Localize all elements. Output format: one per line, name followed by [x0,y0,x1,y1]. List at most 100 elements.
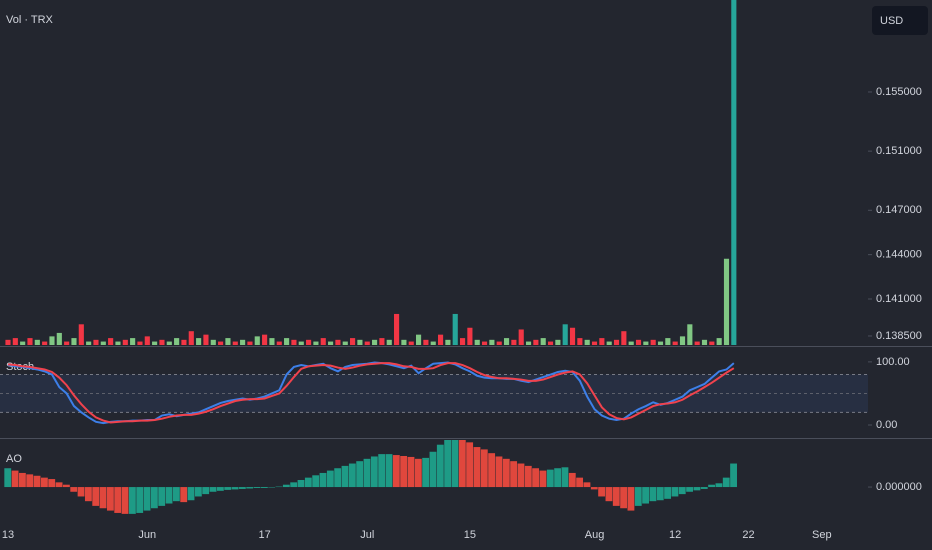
ao-bar [678,487,686,495]
y-tick-label: 0.155000 [876,86,922,98]
currency-button[interactable] [872,6,928,35]
ao-bar [40,477,48,488]
ao-bar [334,468,342,488]
ao-bar [55,482,63,488]
volume-bar [416,334,422,345]
volume-bar [555,339,561,345]
volume-bar [159,339,165,345]
y-tick-label: 0.141000 [876,293,922,305]
ao-bar [715,483,723,488]
ao-bar [18,472,26,488]
volume-bar [731,0,737,345]
ao-bar [99,487,107,509]
ao-bar [70,487,78,492]
ao-bar [502,458,510,488]
ao-bar [517,463,525,488]
volume-bar [437,334,444,345]
pane [0,361,868,425]
ao-bar [187,487,195,501]
volume-bar [679,336,686,345]
ao-bar [495,456,503,488]
ao-bar [480,449,488,488]
volume-bar [188,331,194,345]
volume-bar [525,341,532,345]
ao-bar [128,487,136,514]
volume-bar [511,339,517,345]
volume-bar [621,331,627,345]
y-tick-label: 0.00 [876,419,897,431]
volume-bar [71,338,77,345]
volume-bar [254,336,260,345]
ao-bar [48,479,56,488]
volume-bar [181,339,187,345]
ao-bar [473,447,481,488]
volume-bar [27,338,33,345]
ao-bar [590,487,598,490]
ao-bar [561,467,569,488]
volume-bar [210,339,216,345]
volume-bar [657,341,664,345]
volume-bar [203,334,209,345]
volume-bar [394,313,400,345]
volume-bar [218,341,224,345]
volume-bar [225,338,231,345]
volume-bar [386,339,392,345]
volume-bar [599,338,605,345]
volume-bar [364,341,370,345]
volume-bar [584,339,590,345]
ao-bar [642,487,650,504]
pane [5,0,737,345]
volume-bar [445,339,451,345]
ao-bar [612,487,620,506]
ao-bar [26,474,34,488]
ao-bar [400,456,408,488]
volume-bar [137,341,143,345]
ao-bar [319,472,327,488]
volume-bar [100,341,106,345]
volume-bar [262,334,268,345]
x-tick-label: 15 [464,529,476,541]
volume-bar [269,338,275,345]
ao-bar [730,463,737,488]
volume-bar [130,338,136,345]
ao-bar [84,487,92,502]
ao-bar [700,487,708,489]
ao-bar [429,451,437,488]
ao-bar [363,458,371,488]
volume-bar [350,338,356,345]
volume-bar [628,341,634,345]
volume-bar [12,338,18,345]
y-tick-label: 0.138500 [876,330,922,342]
volume-bar [232,341,238,345]
ao-bar [722,477,730,488]
ao-bar [385,454,393,488]
volume-bar [474,339,480,345]
ao-bar [114,487,122,513]
ao-bar [92,487,100,506]
volume-bar [635,339,642,345]
volume-bar [78,324,84,345]
ao-bar [576,477,584,488]
ao-bar [693,487,701,491]
ao-bar [392,455,400,488]
ao-bar [62,484,70,488]
volume-bar [606,341,612,345]
x-tick-label: Sep [812,529,832,541]
volume-bar [423,339,429,345]
ao-bar [194,487,202,497]
volume-bar [122,339,128,345]
volume-bar [650,339,656,345]
ao-bar [620,487,628,509]
volume-bar [144,336,150,345]
currency-label: USD [880,15,903,27]
volume-bar [591,341,598,345]
ao-bar [238,487,246,489]
volume-bar [342,341,348,345]
ao-bar [231,487,239,490]
ao-bar [312,475,320,488]
x-tick-label: 12 [669,529,681,541]
volume-bar [86,341,92,345]
ao-bar [568,472,576,488]
